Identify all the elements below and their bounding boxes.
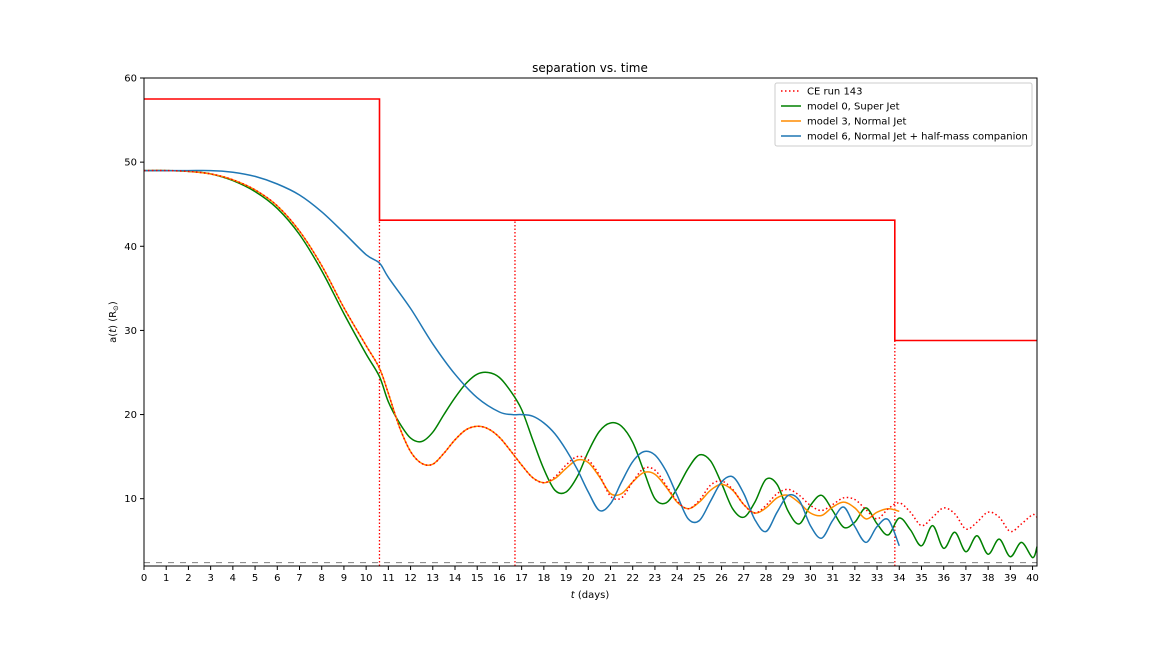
- legend-box: [774, 82, 1033, 147]
- x-axis-label-unit: (days): [575, 590, 610, 601]
- y-axis-label-unit: ) (R: [108, 311, 119, 329]
- legend-label-0: CE run 143: [807, 87, 863, 98]
- y-tick-label-4: 50: [124, 158, 137, 169]
- y-axis-ticks: 10 20 30 40 50 60: [124, 74, 144, 505]
- x-tick-label-17: 17: [515, 573, 528, 584]
- x-tick-label-12: 12: [404, 573, 417, 584]
- x-tick-label-10: 10: [360, 573, 373, 584]
- x-tick-label-34: 34: [893, 573, 906, 584]
- y-axis-label-sun: ⊙: [112, 305, 120, 311]
- y-axis-label-close: ): [108, 301, 119, 305]
- legend-label-1: model 0, Super Jet: [807, 102, 900, 113]
- x-tick-label-24: 24: [671, 573, 684, 584]
- x-tick-label-5: 5: [252, 573, 258, 584]
- y-axis-label: a(t) (R⊙): [108, 301, 120, 343]
- legend-label-2: model 3, Normal Jet: [807, 117, 906, 128]
- legend: CE run 143 model 0, Super Jet model 3, Nor…: [774, 82, 1033, 147]
- y-tick-label-2: 30: [124, 326, 137, 337]
- x-tick-label-1: 1: [163, 573, 169, 584]
- x-tick-label-26: 26: [715, 573, 728, 584]
- x-tick-label-30: 30: [804, 573, 817, 584]
- x-tick-label-27: 27: [737, 573, 750, 584]
- x-tick-label-3: 3: [207, 573, 213, 584]
- plot-frame: [143, 77, 1038, 567]
- x-tick-label-28: 28: [760, 573, 773, 584]
- x-tick-label-31: 31: [826, 573, 839, 584]
- y-tick-label-3: 40: [124, 242, 137, 253]
- x-tick-label-16: 16: [493, 573, 506, 584]
- x-tick-label-13: 13: [426, 573, 439, 584]
- x-tick-label-19: 19: [560, 573, 573, 584]
- x-tick-label-25: 25: [693, 573, 706, 584]
- x-tick-label-22: 22: [626, 573, 639, 584]
- series-line-0: [143, 169, 1038, 533]
- series-line-3: [144, 169, 900, 547]
- x-axis-ticks: 0 1 2 3 4 5 6 7 8 9 10 11 12 13 14 15 16 17 18 19 20 21 22 23 24…: [141, 566, 1039, 584]
- step-line: [144, 98, 1037, 342]
- y-axis-label-a: a(: [108, 333, 119, 343]
- x-tick-label-23: 23: [649, 573, 662, 584]
- plot-area: [143, 98, 1038, 566]
- legend-label-3: model 6, Normal Jet + half-mass companio…: [807, 132, 1028, 143]
- x-tick-label-9: 9: [341, 573, 347, 584]
- series-line-2: [143, 169, 900, 520]
- y-tick-label-5: 60: [124, 74, 137, 85]
- x-tick-label-4: 4: [230, 573, 236, 584]
- x-tick-label-40: 40: [1026, 573, 1039, 584]
- x-tick-label-6: 6: [274, 573, 280, 584]
- y-tick-label-0: 10: [124, 494, 137, 505]
- x-tick-label-38: 38: [982, 573, 995, 584]
- x-tick-label-2: 2: [185, 573, 191, 584]
- x-tick-label-14: 14: [449, 573, 462, 584]
- x-tick-label-39: 39: [1004, 573, 1017, 584]
- x-tick-label-35: 35: [915, 573, 928, 584]
- series-line-1: [143, 169, 1038, 559]
- x-tick-label-18: 18: [537, 573, 550, 584]
- y-tick-label-1: 20: [124, 410, 137, 421]
- x-axis-label: t (days): [571, 590, 610, 601]
- x-tick-label-21: 21: [604, 573, 617, 584]
- x-tick-label-33: 33: [871, 573, 884, 584]
- x-tick-label-0: 0: [141, 573, 147, 584]
- x-tick-label-20: 20: [582, 573, 595, 584]
- x-tick-label-7: 7: [296, 573, 302, 584]
- x-axis-label-var: t: [571, 590, 576, 601]
- x-tick-label-8: 8: [319, 573, 325, 584]
- x-tick-label-29: 29: [782, 573, 795, 584]
- x-tick-label-15: 15: [471, 573, 484, 584]
- x-tick-label-37: 37: [960, 573, 973, 584]
- y-axis-label-t: t: [108, 328, 119, 333]
- x-tick-label-11: 11: [382, 573, 395, 584]
- x-tick-label-32: 32: [848, 573, 861, 584]
- chart-title: separation vs. time: [532, 61, 648, 75]
- x-tick-label-36: 36: [937, 573, 950, 584]
